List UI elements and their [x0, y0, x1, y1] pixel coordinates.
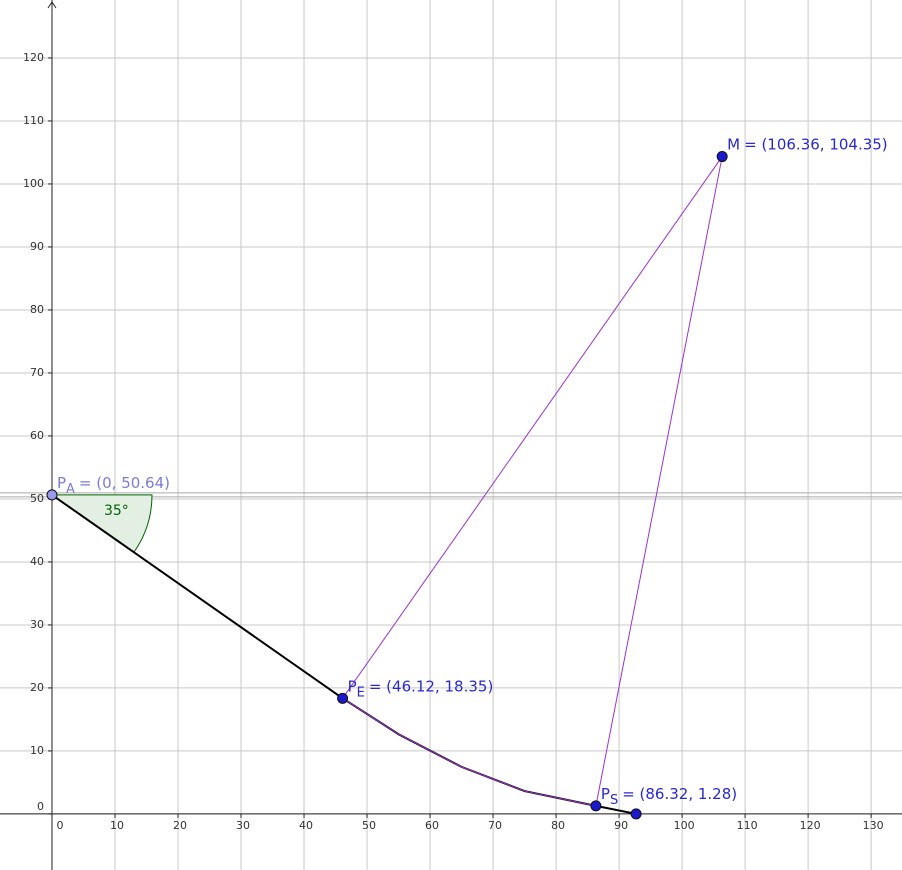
- x-tick-label: 120: [800, 819, 821, 832]
- x-tick-label: 70: [488, 819, 502, 832]
- angle-label: 35°: [104, 503, 129, 519]
- x-tick-label: 20: [173, 819, 187, 832]
- y-tick-label: 120: [23, 51, 44, 64]
- x-tick-label: 10: [110, 819, 124, 832]
- y-tick-label: 80: [30, 303, 44, 316]
- axis-arrow: [47, 1, 57, 9]
- point: [337, 692, 349, 704]
- point: [46, 489, 58, 501]
- x-tick-label: 130: [863, 819, 884, 832]
- y-tick-label: 20: [30, 681, 44, 694]
- x-tick-label: 100: [674, 819, 695, 832]
- y-tick-label: 30: [30, 618, 44, 631]
- x-tick-label: 30: [236, 819, 250, 832]
- y-tick-label: 110: [23, 114, 44, 127]
- y-tick-label: 40: [30, 555, 44, 568]
- x-tick-label: 80: [551, 819, 565, 832]
- y-tick-label: 70: [30, 366, 44, 379]
- x-tick-label: 60: [425, 819, 439, 832]
- point-subscript: E: [357, 685, 365, 700]
- point-coords: = (0, 50.64): [79, 473, 170, 491]
- point: [630, 808, 642, 820]
- x-tick-label: 90: [614, 819, 628, 832]
- point-label: PS = (86.32, 1.28): [601, 784, 737, 807]
- point-subscript: A: [66, 481, 75, 496]
- x-tick-label: 0: [56, 819, 63, 832]
- y-tick-label: 50: [30, 492, 44, 505]
- point-label: M = (106.36, 104.35): [727, 135, 888, 153]
- path-line: [342, 156, 723, 806]
- point-coords: = (86.32, 1.28): [622, 784, 737, 802]
- point-coords: = (106.36, 104.35): [744, 135, 888, 153]
- y-tick-label: 60: [30, 429, 44, 442]
- x-tick-label: 50: [362, 819, 376, 832]
- point-name: P: [57, 473, 66, 491]
- x-tick-label: 40: [299, 819, 313, 832]
- y-tick-label: 0: [37, 800, 44, 813]
- point-coords: = (46.12, 18.35): [369, 677, 493, 695]
- point-label: PE = (46.12, 18.35): [348, 677, 494, 700]
- y-tick-label: 10: [30, 744, 44, 757]
- x-tick-label: 110: [737, 819, 758, 832]
- point-subscript: S: [610, 792, 618, 807]
- angle-arc: [50, 494, 153, 553]
- path-line: [342, 697, 637, 815]
- point-name: P: [348, 677, 357, 695]
- y-tick-label: 100: [23, 177, 44, 190]
- point-name: M: [727, 135, 740, 153]
- path-line: [342, 697, 596, 807]
- point: [590, 800, 602, 812]
- y-tick-label: 90: [30, 240, 44, 253]
- point-name: P: [601, 784, 610, 802]
- point-label: PA = (0, 50.64): [57, 473, 170, 496]
- point: [716, 151, 728, 163]
- path-line: [51, 494, 344, 700]
